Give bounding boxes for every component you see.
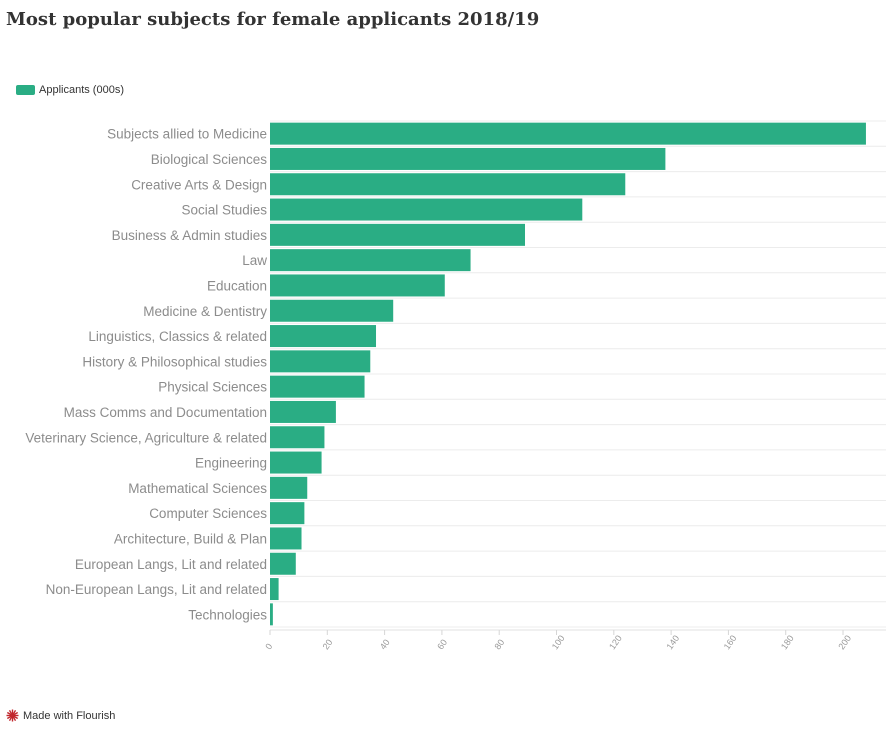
bar[interactable] bbox=[270, 325, 377, 348]
category-label: Engineering bbox=[195, 456, 267, 471]
chart-title: Most popular subjects for female applica… bbox=[6, 9, 540, 30]
category-label: Technologies bbox=[188, 607, 267, 622]
bar[interactable] bbox=[270, 400, 336, 423]
bar[interactable] bbox=[270, 552, 296, 575]
category-label: Subjects allied to Medicine bbox=[107, 127, 267, 142]
category-label: Law bbox=[242, 253, 267, 268]
flourish-logo-icon bbox=[6, 709, 19, 722]
x-tick-label: 140 bbox=[664, 633, 681, 651]
category-label: Computer Sciences bbox=[149, 506, 267, 521]
bar[interactable] bbox=[270, 426, 325, 449]
category-label: Medicine & Dentistry bbox=[143, 304, 267, 319]
bar[interactable] bbox=[270, 274, 445, 297]
bar[interactable] bbox=[270, 603, 273, 626]
category-label: Physical Sciences bbox=[158, 380, 267, 395]
category-label: European Langs, Lit and related bbox=[75, 557, 267, 572]
bar[interactable] bbox=[270, 578, 279, 601]
bar[interactable] bbox=[270, 451, 322, 474]
legend-label: Applicants (000s) bbox=[39, 84, 124, 96]
category-label: History & Philosophical studies bbox=[82, 354, 267, 369]
x-tick-label: 180 bbox=[779, 633, 796, 651]
bar[interactable] bbox=[270, 122, 866, 145]
bar[interactable] bbox=[270, 173, 626, 196]
x-tick-label: 120 bbox=[607, 633, 624, 651]
bar[interactable] bbox=[270, 147, 666, 170]
category-label: Mass Comms and Documentation bbox=[64, 405, 267, 420]
x-tick-label: 20 bbox=[321, 637, 335, 651]
category-label: Biological Sciences bbox=[151, 152, 268, 167]
category-label: Architecture, Build & Plan bbox=[114, 531, 267, 546]
legend[interactable]: Applicants (000s) bbox=[16, 84, 124, 96]
x-tick-label: 0 bbox=[263, 642, 274, 652]
category-label: Business & Admin studies bbox=[112, 228, 268, 243]
bar[interactable] bbox=[270, 502, 305, 525]
x-tick-label: 160 bbox=[722, 633, 739, 651]
bar[interactable] bbox=[270, 198, 583, 221]
category-label: Veterinary Science, Agriculture & relate… bbox=[25, 430, 267, 445]
x-tick-label: 200 bbox=[836, 633, 853, 651]
bar[interactable] bbox=[270, 249, 471, 272]
footer-label: Made with Flourish bbox=[23, 709, 116, 722]
bar[interactable] bbox=[270, 350, 371, 373]
x-tick-label: 80 bbox=[492, 637, 506, 651]
bar-chart: 0 20 40 60 80 100 120 140 160 180 200 Subjects alli… bbox=[25, 120, 886, 652]
category-label: Non-European Langs, Lit and related bbox=[46, 582, 267, 597]
bar[interactable] bbox=[270, 476, 308, 499]
x-tick-label: 100 bbox=[550, 633, 567, 651]
category-label: Linguistics, Classics & related bbox=[88, 329, 267, 344]
legend-swatch bbox=[16, 85, 35, 95]
category-label: Creative Arts & Design bbox=[131, 177, 267, 192]
bar[interactable] bbox=[270, 299, 394, 322]
category-label: Mathematical Sciences bbox=[128, 481, 267, 496]
made-with-flourish-link[interactable]: Made with Flourish bbox=[6, 709, 115, 722]
bar[interactable] bbox=[270, 375, 365, 398]
x-tick-label: 60 bbox=[435, 637, 449, 651]
category-label: Education bbox=[207, 278, 267, 293]
x-tick-label: 40 bbox=[378, 637, 392, 651]
category-label: Social Studies bbox=[181, 203, 267, 218]
bar[interactable] bbox=[270, 223, 525, 246]
bar[interactable] bbox=[270, 527, 302, 550]
